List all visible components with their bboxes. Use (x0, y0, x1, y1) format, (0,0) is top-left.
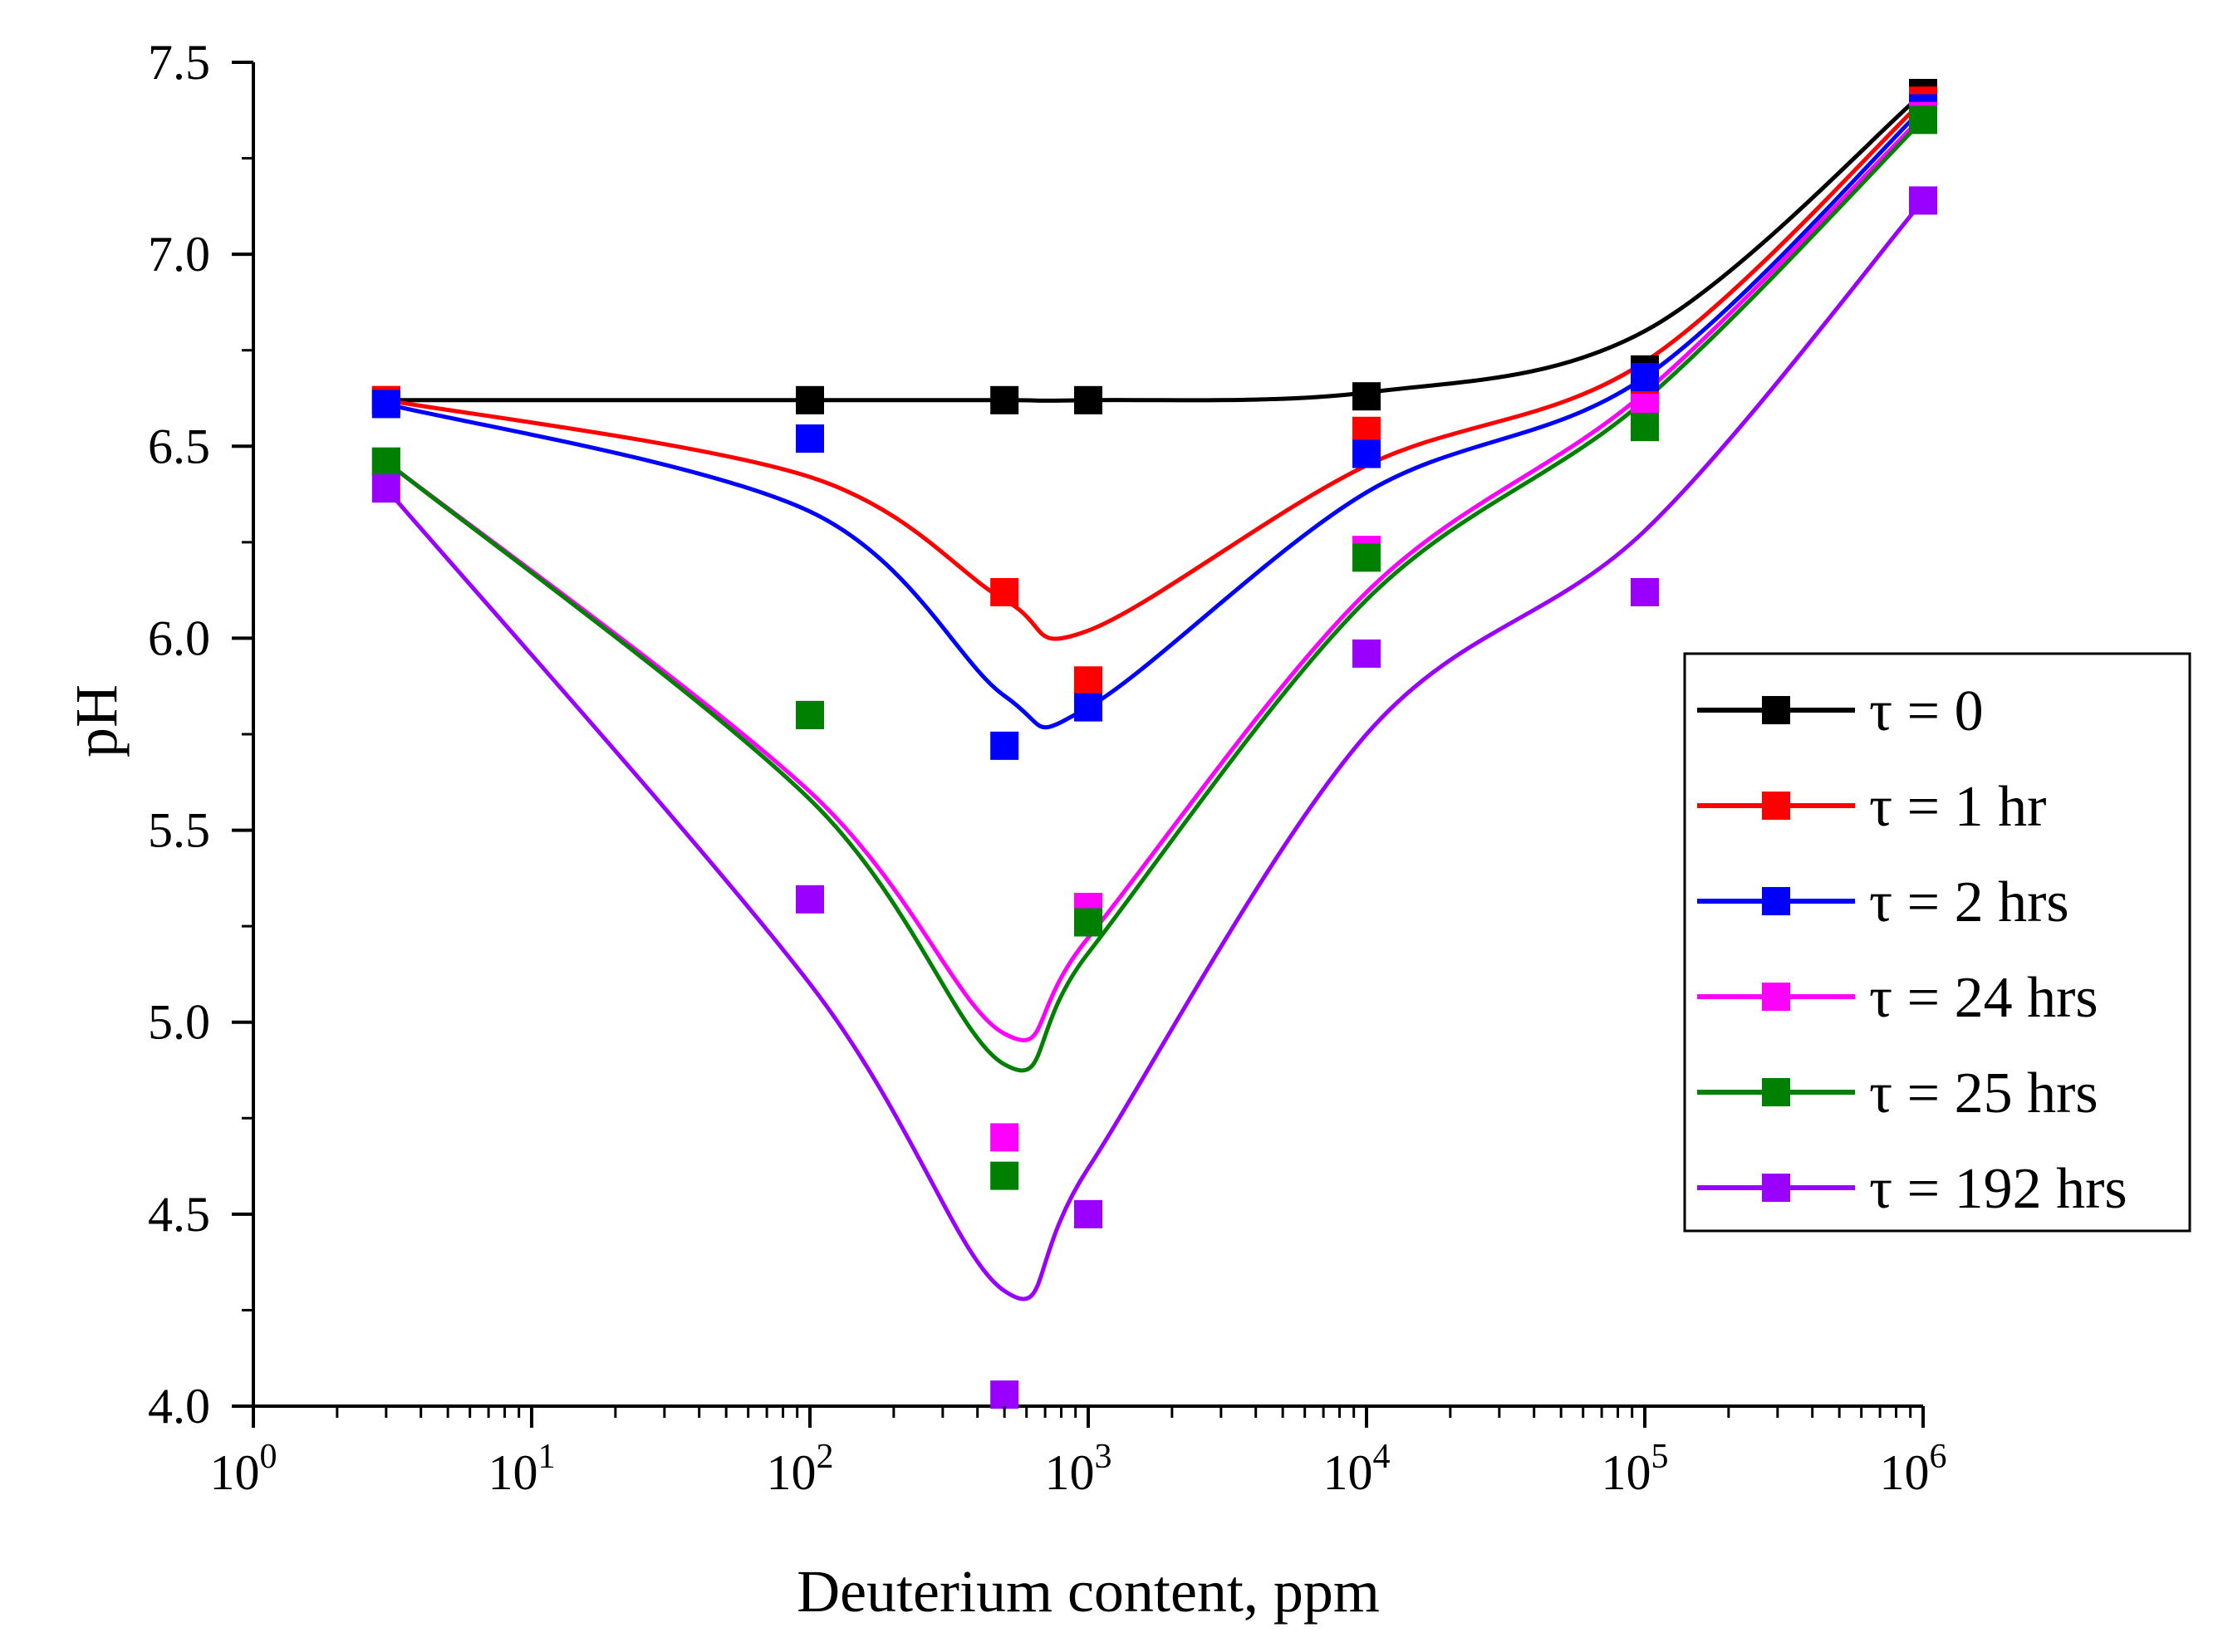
data-point (990, 731, 1019, 760)
x-tick-label: 104 (1323, 1438, 1391, 1500)
legend-marker (1762, 1078, 1790, 1106)
x-tick-label-base: 10 (1602, 1445, 1651, 1500)
data-point (1909, 186, 1937, 215)
fit-curve (385, 91, 1925, 404)
legend-marker (1762, 792, 1790, 820)
data-point (796, 700, 824, 729)
legend: τ = 0 τ = 1 hr τ = 2 hrs τ = 24 hrs τ = 25 h… (1683, 652, 2191, 1233)
data-point (1631, 363, 1659, 392)
y-tick-label: 6.0 (148, 610, 210, 665)
data-point (990, 1161, 1019, 1190)
data-point (990, 577, 1019, 606)
legend-marker (1762, 696, 1790, 724)
x-tick-label-exponent: 1 (538, 1438, 556, 1476)
legend-marker (1762, 983, 1790, 1011)
x-tick-label-base: 10 (1045, 1445, 1095, 1500)
x-tick-label-exponent: 5 (1651, 1438, 1669, 1476)
data-point (796, 385, 824, 414)
data-point (1909, 105, 1937, 135)
data-point (371, 390, 400, 419)
data-point (1631, 413, 1659, 442)
y-tick-label: 5.0 (148, 995, 210, 1050)
x-tick-label: 101 (488, 1438, 556, 1500)
x-axis-ticks: 100 101 102 103 104 105 106 (210, 1406, 1947, 1500)
data-point (1074, 908, 1102, 937)
legend-label: τ = 1 hr (1869, 775, 2046, 839)
x-tick-label: 100 (210, 1438, 277, 1500)
data-point (990, 1380, 1019, 1409)
y-tick-label: 7.0 (148, 227, 210, 282)
y-tick-label: 6.5 (148, 419, 210, 473)
fit-curve (384, 199, 1925, 1302)
data-point (990, 385, 1019, 414)
y-tick-label: 4.0 (148, 1379, 210, 1434)
legend-label: τ = 192 hrs (1869, 1157, 2127, 1221)
x-tick-label-base: 10 (210, 1445, 260, 1500)
data-point (1074, 693, 1102, 722)
data-point (796, 885, 824, 914)
data-point (1074, 1199, 1102, 1228)
legend-box (1683, 652, 2191, 1233)
legend-label: τ = 25 hrs (1869, 1061, 2098, 1125)
y-tick-label: 5.5 (148, 803, 210, 858)
data-point (371, 474, 400, 503)
x-tick-label-exponent: 4 (1373, 1438, 1391, 1476)
y-axis-title: pH (63, 684, 130, 757)
y-axis-ticks: 4.0 4.5 5.0 5.5 6.0 6.5 7.0 7.5 (148, 35, 253, 1434)
x-tick-label: 105 (1602, 1438, 1669, 1500)
data-point (990, 1123, 1019, 1152)
data-point (1074, 666, 1102, 695)
data-point (1074, 385, 1102, 414)
x-tick-label: 102 (767, 1438, 834, 1500)
x-tick-label-exponent: 0 (260, 1438, 277, 1476)
data-point (1352, 543, 1381, 572)
data-point (796, 424, 824, 453)
x-tick-label: 106 (1880, 1438, 1947, 1500)
y-tick-label: 4.5 (148, 1187, 210, 1242)
data-point (1352, 639, 1381, 668)
data-point (1352, 382, 1381, 411)
data-point (1631, 577, 1659, 606)
legend-marker (1762, 887, 1790, 915)
legend-label: τ = 24 hrs (1869, 966, 2098, 1030)
x-tick-label-exponent: 6 (1930, 1438, 1947, 1476)
legend-label: τ = 2 hrs (1869, 870, 2069, 934)
x-tick-label-exponent: 2 (817, 1438, 834, 1476)
x-tick-label-base: 10 (1880, 1445, 1930, 1500)
x-tick-label-base: 10 (488, 1445, 538, 1500)
x-axis-title: Deuterium content, ppm (797, 1558, 1380, 1625)
x-tick-label: 103 (1045, 1438, 1112, 1500)
legend-label: τ = 0 (1869, 679, 1984, 743)
x-tick-label-base: 10 (1323, 1445, 1373, 1500)
data-markers (371, 78, 1937, 1409)
y-tick-label: 7.5 (148, 35, 210, 90)
legend-marker (1762, 1174, 1790, 1202)
x-tick-label-exponent: 3 (1095, 1438, 1112, 1476)
plot-area (252, 62, 1937, 1409)
data-point (371, 447, 400, 476)
fit-curve (385, 99, 1925, 641)
data-point (1352, 439, 1381, 468)
x-tick-label-base: 10 (767, 1445, 817, 1500)
